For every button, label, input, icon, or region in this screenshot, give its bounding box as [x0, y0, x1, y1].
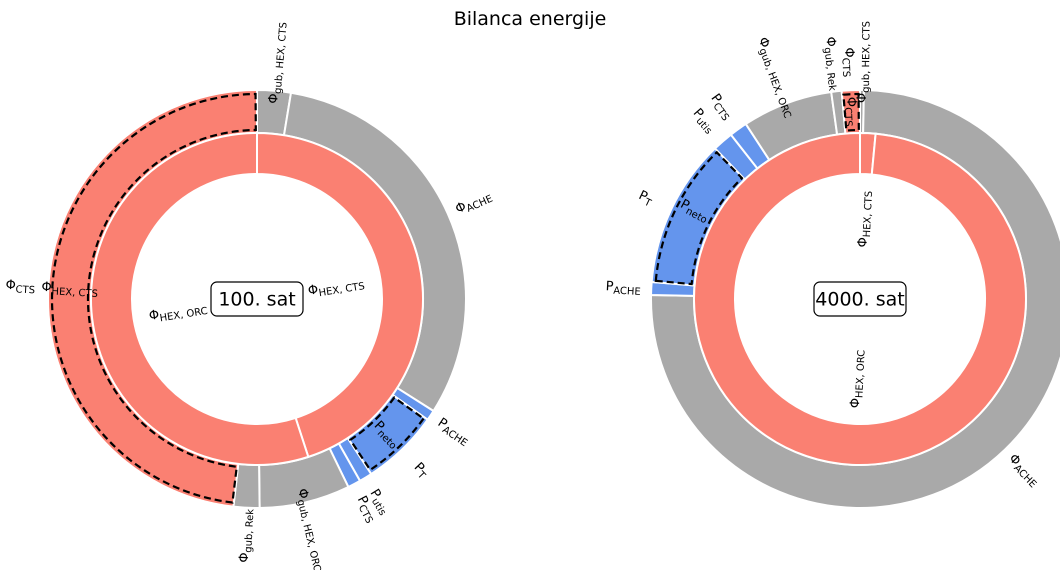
inner-slice-phi-hex-orc — [693, 131, 1027, 466]
inner-slice-phi-hex-cts — [256, 131, 424, 459]
dashed-outline-phi-cts — [50, 92, 257, 504]
group-label-phi-hex-cts: ΦHEX, CTS — [41, 279, 99, 300]
center-label: 100. sat — [218, 289, 295, 311]
inner-slice-phi-hex-orc — [90, 131, 310, 466]
donut-2: Φgub, HEX, CTSΦACHEPACHEPTPutisPCTSΦgub,… — [605, 21, 1060, 509]
group-label-phi-cts: ΦCTS — [841, 97, 860, 127]
outer-label-phi-cts: ΦCTS — [5, 277, 36, 296]
outer-label-phi-ache: ΦACHE — [453, 188, 495, 219]
outer-label-phi-cts: ΦCTS — [839, 47, 858, 77]
outer-label-p-t: PT — [409, 459, 432, 482]
inner-label-phi-hex-cts: ΦHEX, CTS — [307, 275, 366, 301]
outer-label-p-ache: PACHE — [434, 415, 473, 449]
outer-label-phi-ache: ΦACHE — [1004, 451, 1043, 490]
center-label-box — [210, 281, 304, 317]
outer-label-p-cts: PCTS — [706, 91, 736, 123]
outer-label-phi-gub-hex-cts: Φgub, HEX, CTS — [854, 21, 872, 103]
outer-label-phi-gub-rek: Φgub, Rek — [820, 36, 844, 92]
outer-label-p-t: PT — [635, 188, 656, 210]
dashed-outline-p-t — [348, 396, 426, 472]
center-label-box — [813, 281, 907, 317]
chart-title: Bilanca energije — [453, 8, 607, 30]
outer-label-p-ache: PACHE — [605, 279, 641, 298]
center-label: 4000. sat — [815, 289, 904, 311]
inner-label-phi-hex-orc: ΦHEX, ORC — [847, 349, 867, 408]
plot-area: Φgub, HEX, CTSΦACHEPACHEPTPutisPCTSΦgub,… — [5, 21, 1060, 570]
inner-label-phi-hex-cts: ΦHEX, CTS — [855, 190, 875, 247]
inner-label-phi-hex-orc: ΦHEX, ORC — [148, 300, 209, 326]
dashed-outline-phi-cts — [842, 92, 860, 132]
donut-1: Φgub, HEX, CTSΦACHEPACHEPTPutisPCTSΦgub,… — [5, 22, 495, 570]
outer-label-phi-gub-rek: Φgub, Rek — [236, 508, 256, 563]
dashed-outline-p-t — [654, 150, 744, 286]
